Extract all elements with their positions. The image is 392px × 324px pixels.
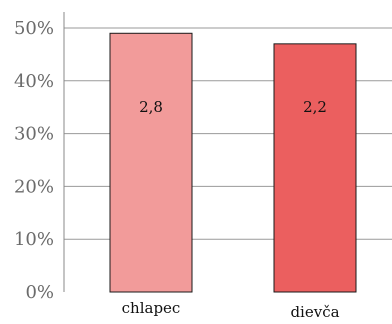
y-tick-label: 0% <box>25 282 54 303</box>
bar-value-label: 2,2 <box>303 98 327 116</box>
bar <box>109 32 193 293</box>
y-tick-label: 20% <box>14 176 54 197</box>
x-category-label: chlapec <box>122 299 181 317</box>
bar-value-label: 2,8 <box>139 98 163 116</box>
y-tick-labels: 0% 10% 20% 30% 40% 50% <box>14 18 54 303</box>
x-category-labels: chlapec dievča <box>122 299 340 321</box>
y-tick-label: 40% <box>14 71 54 92</box>
bar <box>273 43 357 293</box>
y-tick-label: 10% <box>14 229 54 250</box>
y-tick-label: 30% <box>14 124 54 145</box>
bars: 2,8 2,2 <box>109 32 357 293</box>
x-category-label: dievča <box>290 303 339 321</box>
y-tick-label: 50% <box>14 18 54 39</box>
